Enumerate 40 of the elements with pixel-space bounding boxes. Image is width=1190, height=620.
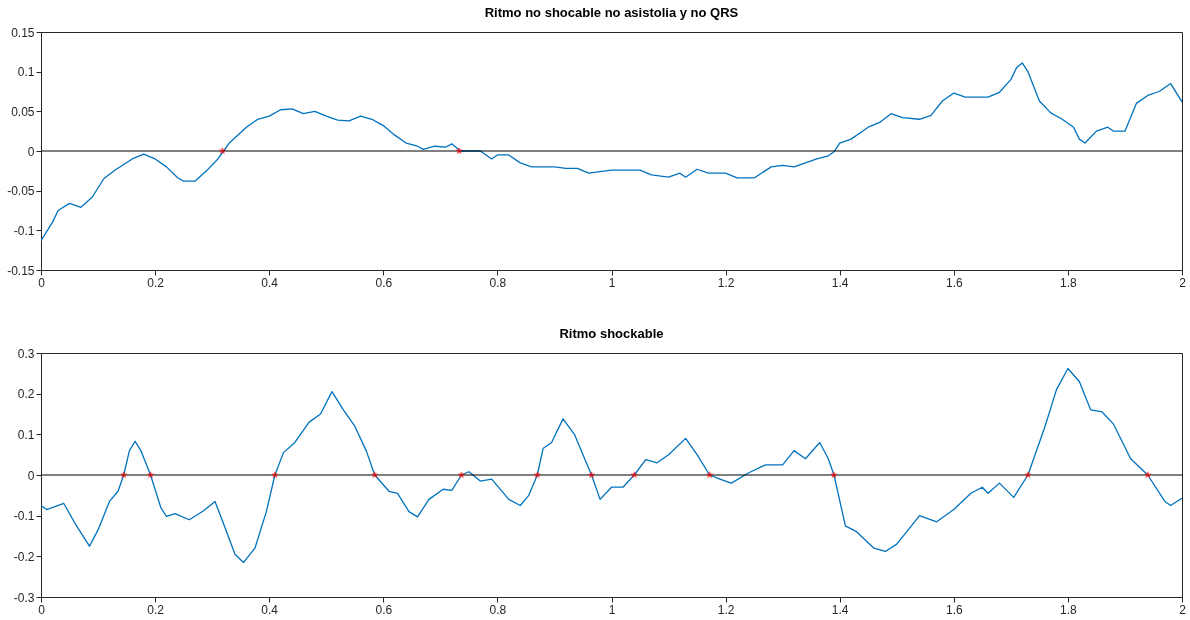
chart-title: Ritmo shockable (559, 326, 664, 341)
y-tick-label: -0.2 (13, 549, 35, 564)
x-tick-label: 0.2 (147, 275, 165, 290)
x-tick-label: 1.8 (1060, 275, 1078, 290)
line-series (41, 62, 1182, 242)
y-tick-label: 0.15 (11, 25, 35, 40)
y-tick-label: -0.15 (7, 263, 35, 278)
x-tick-label: 0.4 (261, 275, 279, 290)
chart-title: Ritmo no shocable no asistolia y no QRS (484, 5, 739, 20)
x-tick-label: 0 (38, 275, 46, 290)
x-tick-label: 1.2 (717, 602, 735, 617)
x-tick-label: 1.4 (831, 602, 849, 617)
x-tick-label: 0.4 (261, 602, 279, 617)
y-tick-label: 0.1 (17, 427, 35, 442)
x-tick-label: 1.2 (717, 275, 735, 290)
x-tick-label: 1.8 (1060, 602, 1078, 617)
x-tick-label: 0.6 (375, 275, 393, 290)
y-tick-label: -0.3 (13, 590, 35, 605)
y-tick-label: 0.05 (11, 104, 35, 119)
y-tick-label: -0.1 (13, 509, 35, 524)
x-tick-label: 0.2 (147, 602, 165, 617)
line-series (41, 367, 1182, 564)
x-tick-label: 2 (1179, 275, 1187, 290)
x-tick-label: 0.6 (375, 602, 393, 617)
y-tick-label: -0.1 (13, 223, 35, 238)
y-tick-label: 0.3 (17, 346, 35, 361)
x-tick-label: 1 (608, 602, 616, 617)
x-tick-label: 0.8 (489, 602, 507, 617)
x-tick-label: 0 (38, 602, 46, 617)
y-tick-label: 0 (27, 468, 35, 483)
y-tick-label: 0.1 (17, 65, 35, 80)
x-tick-label: 0.8 (489, 275, 507, 290)
y-tick-label: -0.05 (7, 184, 35, 199)
x-tick-label: 1.6 (945, 275, 963, 290)
y-tick-label: 0.2 (17, 387, 35, 402)
x-tick-label: 2 (1179, 602, 1187, 617)
x-tick-label: 1 (608, 275, 616, 290)
y-tick-label: 0 (27, 144, 35, 159)
x-tick-label: 1.4 (831, 275, 849, 290)
x-tick-label: 1.6 (945, 602, 963, 617)
